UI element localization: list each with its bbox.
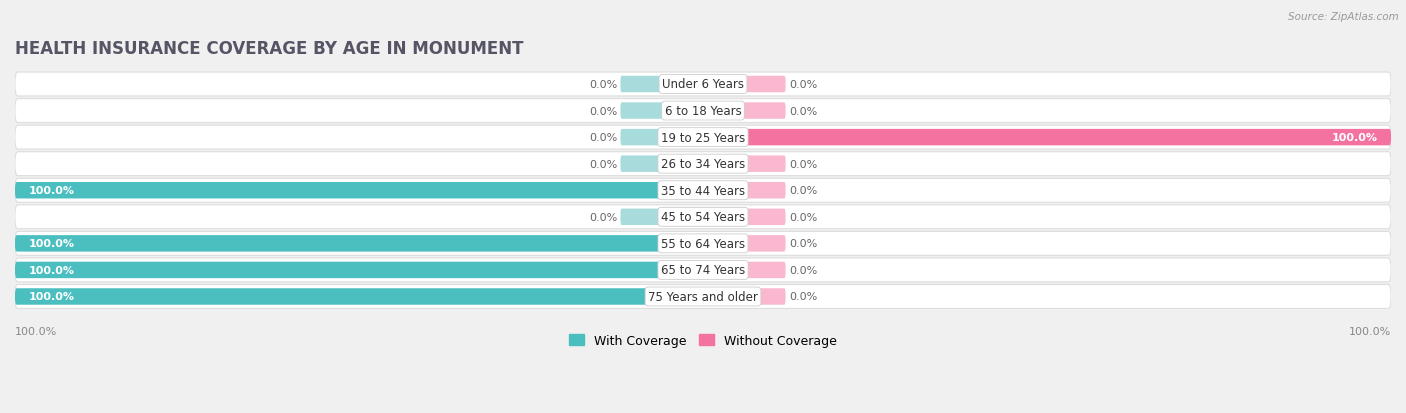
FancyBboxPatch shape	[15, 179, 1391, 203]
Text: 26 to 34 Years: 26 to 34 Years	[661, 158, 745, 171]
FancyBboxPatch shape	[15, 259, 1391, 282]
FancyBboxPatch shape	[15, 289, 675, 305]
Text: 100.0%: 100.0%	[28, 292, 75, 302]
FancyBboxPatch shape	[731, 235, 786, 252]
Text: 100.0%: 100.0%	[1348, 326, 1391, 336]
FancyBboxPatch shape	[731, 76, 786, 93]
Text: 0.0%: 0.0%	[789, 265, 817, 275]
Text: 75 Years and older: 75 Years and older	[648, 290, 758, 303]
FancyBboxPatch shape	[620, 76, 675, 93]
Text: HEALTH INSURANCE COVERAGE BY AGE IN MONUMENT: HEALTH INSURANCE COVERAGE BY AGE IN MONU…	[15, 40, 523, 58]
Text: 100.0%: 100.0%	[28, 186, 75, 196]
Text: 100.0%: 100.0%	[1331, 133, 1378, 143]
Text: 55 to 64 Years: 55 to 64 Years	[661, 237, 745, 250]
FancyBboxPatch shape	[15, 262, 675, 278]
FancyBboxPatch shape	[731, 156, 786, 173]
FancyBboxPatch shape	[15, 100, 1391, 123]
Text: 100.0%: 100.0%	[28, 239, 75, 249]
FancyBboxPatch shape	[731, 130, 1391, 146]
FancyBboxPatch shape	[731, 183, 786, 199]
FancyBboxPatch shape	[620, 209, 675, 225]
Text: 0.0%: 0.0%	[589, 106, 617, 116]
Text: 0.0%: 0.0%	[789, 186, 817, 196]
Text: 0.0%: 0.0%	[789, 159, 817, 169]
Text: 45 to 54 Years: 45 to 54 Years	[661, 211, 745, 224]
FancyBboxPatch shape	[15, 183, 675, 199]
FancyBboxPatch shape	[15, 232, 1391, 256]
Text: Source: ZipAtlas.com: Source: ZipAtlas.com	[1288, 12, 1399, 22]
FancyBboxPatch shape	[731, 289, 786, 305]
Text: 0.0%: 0.0%	[589, 212, 617, 222]
Text: 0.0%: 0.0%	[589, 159, 617, 169]
FancyBboxPatch shape	[15, 126, 1391, 150]
Text: 19 to 25 Years: 19 to 25 Years	[661, 131, 745, 144]
Legend: With Coverage, Without Coverage: With Coverage, Without Coverage	[564, 329, 842, 352]
Text: Under 6 Years: Under 6 Years	[662, 78, 744, 91]
FancyBboxPatch shape	[731, 262, 786, 278]
FancyBboxPatch shape	[15, 152, 1391, 176]
FancyBboxPatch shape	[731, 103, 786, 119]
Text: 6 to 18 Years: 6 to 18 Years	[665, 105, 741, 118]
Text: 0.0%: 0.0%	[589, 80, 617, 90]
FancyBboxPatch shape	[15, 235, 675, 252]
FancyBboxPatch shape	[15, 73, 1391, 97]
FancyBboxPatch shape	[620, 156, 675, 173]
Text: 0.0%: 0.0%	[789, 239, 817, 249]
Text: 100.0%: 100.0%	[15, 326, 58, 336]
Text: 35 to 44 Years: 35 to 44 Years	[661, 184, 745, 197]
FancyBboxPatch shape	[620, 130, 675, 146]
Text: 0.0%: 0.0%	[789, 212, 817, 222]
FancyBboxPatch shape	[15, 205, 1391, 229]
Text: 0.0%: 0.0%	[589, 133, 617, 143]
Text: 0.0%: 0.0%	[789, 80, 817, 90]
Text: 65 to 74 Years: 65 to 74 Years	[661, 264, 745, 277]
Text: 100.0%: 100.0%	[28, 265, 75, 275]
FancyBboxPatch shape	[15, 285, 1391, 309]
Text: 0.0%: 0.0%	[789, 106, 817, 116]
Text: 0.0%: 0.0%	[789, 292, 817, 302]
FancyBboxPatch shape	[620, 103, 675, 119]
FancyBboxPatch shape	[731, 209, 786, 225]
